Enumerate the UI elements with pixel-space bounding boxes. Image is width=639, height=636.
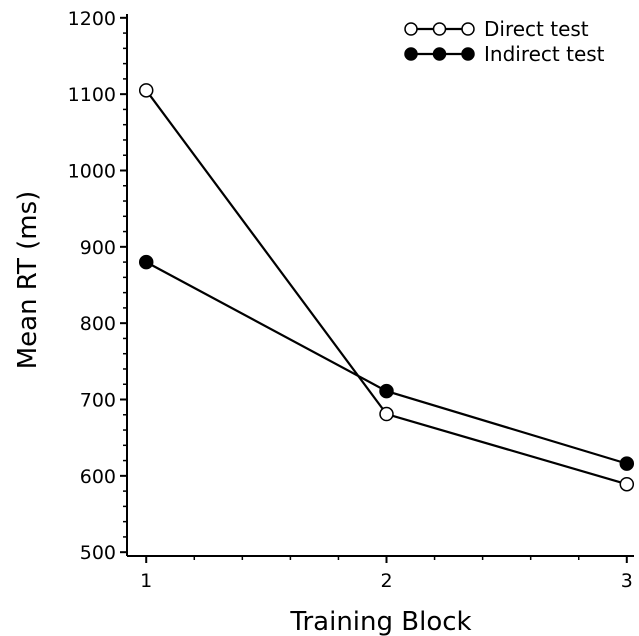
x-axis-title: Training Block bbox=[289, 607, 471, 636]
legend-label: Indirect test bbox=[484, 42, 605, 66]
legend-marker bbox=[404, 47, 418, 61]
legend-marker bbox=[461, 47, 475, 61]
x-tick-label: 3 bbox=[621, 570, 633, 592]
y-axis-title: Mean RT (ms) bbox=[13, 191, 43, 370]
y-tick-label: 700 bbox=[80, 390, 116, 412]
data-point bbox=[379, 383, 394, 399]
legend-marker bbox=[404, 22, 418, 36]
data-point bbox=[138, 254, 154, 270]
legend-marker bbox=[432, 47, 447, 61]
series-line-1 bbox=[145, 89, 628, 486]
y-tick-label: 800 bbox=[80, 313, 116, 335]
y-tick-label: 1100 bbox=[68, 84, 116, 106]
data-point bbox=[379, 406, 394, 422]
legend-marker bbox=[461, 22, 475, 36]
y-tick-label: 1000 bbox=[68, 160, 116, 182]
data-point bbox=[138, 83, 154, 98]
x-tick-label: 2 bbox=[380, 570, 392, 592]
x-tick-label: 1 bbox=[140, 570, 152, 592]
y-tick-label: 600 bbox=[80, 466, 116, 488]
legend-label: Direct test bbox=[484, 17, 589, 41]
axes bbox=[126, 14, 634, 557]
y-ticks: 500 600 700 800 900 1000 1100 1200 bbox=[68, 8, 127, 564]
legend-marker bbox=[432, 22, 447, 36]
y-tick-label: 900 bbox=[80, 237, 116, 259]
y-tick-label: 500 bbox=[80, 542, 116, 564]
series-layer bbox=[138, 83, 635, 492]
x-ticks: 1 2 3 bbox=[140, 556, 633, 592]
data-point bbox=[619, 456, 635, 471]
series-line-2 bbox=[145, 261, 628, 465]
data-point bbox=[619, 476, 635, 492]
y-tick-label: 1200 bbox=[68, 8, 116, 30]
